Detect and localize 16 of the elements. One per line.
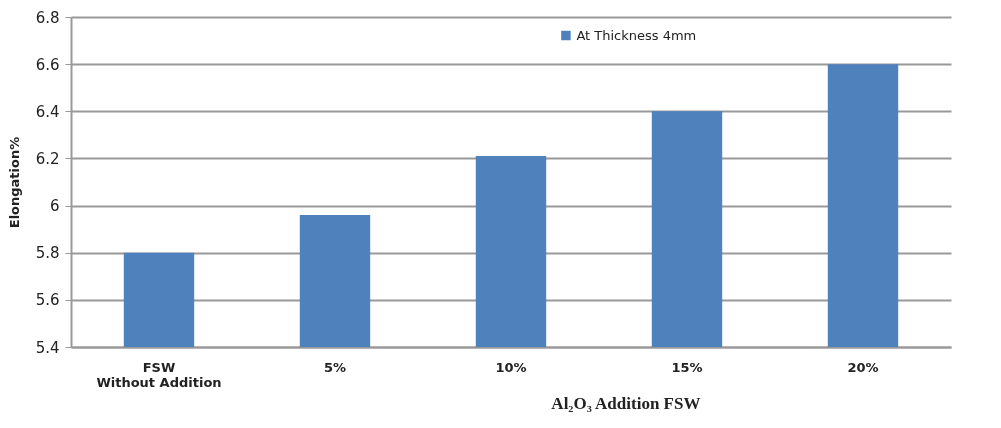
y-tick-label: 5.4 bbox=[35, 338, 60, 357]
x-tick-label: 20% bbox=[847, 359, 879, 375]
y-tick-label: 5.8 bbox=[35, 244, 60, 263]
y-tick-label: 6.4 bbox=[35, 102, 60, 121]
x-axis-title: Al₂O₃ Addition FSW bbox=[551, 393, 701, 413]
x-tick-label: 10% bbox=[495, 359, 527, 375]
y-tick-label: 5.6 bbox=[35, 291, 60, 310]
y-axis-title: Elongation% bbox=[6, 136, 22, 229]
x-tick-label: 15% bbox=[671, 359, 703, 375]
x-tick-label: 5% bbox=[323, 359, 347, 375]
y-tick-label: 6 bbox=[49, 197, 60, 216]
y-tick-label: 6.8 bbox=[35, 8, 60, 27]
legend-label: At Thickness 4mm bbox=[576, 27, 697, 43]
y-tick-label: 6.6 bbox=[35, 55, 60, 74]
y-tick-label: 6.2 bbox=[35, 149, 60, 168]
x-tick-label: FSW Without Addition bbox=[96, 359, 222, 390]
